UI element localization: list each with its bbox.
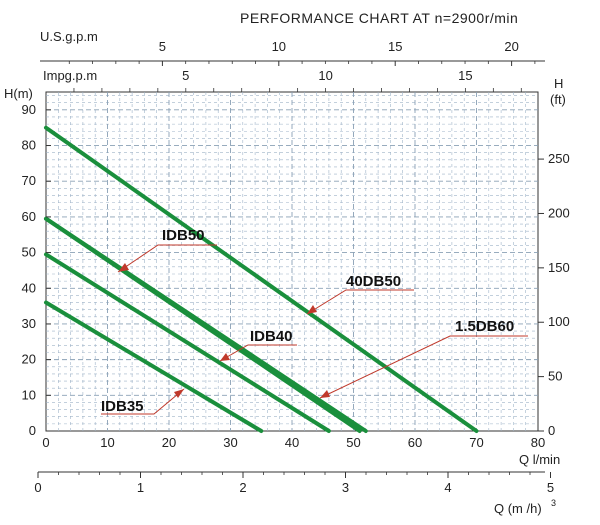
y-tick-label: 60 bbox=[22, 209, 36, 224]
x-tick-label: 70 bbox=[469, 435, 483, 450]
impgpm-axis-label: Impg.p.m bbox=[43, 68, 97, 83]
series-label-idb40: IDB40 bbox=[250, 328, 293, 345]
series-label-idb35: IDB35 bbox=[101, 398, 144, 415]
y-tick-label: 20 bbox=[22, 352, 36, 367]
chart-title: PERFORMANCE CHART AT n=2900r/min bbox=[240, 10, 518, 26]
x-tick-label: 40 bbox=[285, 435, 299, 450]
impgpm-tick-label: 5 bbox=[182, 68, 189, 83]
y-tick-label: 70 bbox=[22, 173, 36, 188]
series-label-idb50: IDB50 bbox=[162, 227, 205, 244]
usgpm-tick-label: 5 bbox=[159, 39, 166, 54]
x-tick-label: 10 bbox=[100, 435, 114, 450]
m3h-tick-label: 1 bbox=[137, 480, 144, 495]
x-tick-label: 20 bbox=[162, 435, 176, 450]
impgpm-axis: Impg.p.m 5 10 15 bbox=[43, 68, 522, 92]
y-right-tick-label: 100 bbox=[548, 314, 570, 329]
label-idb35: IDB35 bbox=[101, 388, 185, 415]
y-right-tick-label: 0 bbox=[548, 423, 555, 438]
y-right-tick-label: 200 bbox=[548, 205, 570, 220]
label-idb40: IDB40 bbox=[219, 328, 297, 362]
label-1-5db60: 1.5DB60 bbox=[319, 318, 528, 399]
x-tick-label: 50 bbox=[346, 435, 360, 450]
m3h-axis-label: Q (m /h) bbox=[494, 501, 542, 516]
series-line-1-5db60 bbox=[44, 216, 368, 433]
m3h-tick-label: 2 bbox=[239, 480, 246, 495]
usgpm-tick-label: 15 bbox=[388, 39, 402, 54]
y-right-tick-label: 250 bbox=[548, 151, 570, 166]
plot-area: 0 10 20 30 40 50 60 70 80 90 0 50 100 150 200 250 0 10 2… bbox=[22, 91, 570, 450]
m3h-tick-label: 5 bbox=[547, 480, 554, 495]
label-idb50: IDB50 bbox=[117, 227, 217, 273]
series-line-idb40 bbox=[44, 252, 331, 433]
series-line-idb35 bbox=[44, 300, 264, 433]
y-tick-label: 40 bbox=[22, 280, 36, 295]
m3h-axis-exponent: 3 bbox=[551, 498, 556, 508]
impgpm-tick-label: 10 bbox=[318, 68, 332, 83]
m3h-tick-label: 0 bbox=[34, 480, 41, 495]
usgpm-axis: U.S.g.p.m 5 10 15 20 bbox=[40, 29, 545, 66]
impgpm-tick-label: 15 bbox=[458, 68, 472, 83]
x-axis-label: Q l/min bbox=[519, 452, 560, 467]
y-tick-label: 10 bbox=[22, 387, 36, 402]
y-tick-label: 30 bbox=[22, 316, 36, 331]
usgpm-tick-label: 10 bbox=[272, 39, 286, 54]
right-axis-label-bottom: (ft) bbox=[550, 92, 566, 107]
y-tick-label: 80 bbox=[22, 138, 36, 153]
y-right-tick-label: 50 bbox=[548, 369, 562, 384]
series-label-1-5db60: 1.5DB60 bbox=[455, 318, 514, 335]
usgpm-tick-label: 20 bbox=[504, 39, 518, 54]
right-axis-label-top: H bbox=[554, 76, 563, 91]
y-tick-label: 90 bbox=[22, 102, 36, 117]
m3h-tick-label: 4 bbox=[444, 480, 451, 495]
y-tick-label: 0 bbox=[29, 423, 36, 438]
label-40db50: 40DB50 bbox=[306, 273, 414, 315]
y-right-tick-label: 150 bbox=[548, 260, 570, 275]
x-tick-label: 0 bbox=[42, 435, 49, 450]
m3h-axis: 0 1 2 3 4 5 Q (m /h) 3 bbox=[34, 471, 556, 516]
x-tick-label: 60 bbox=[408, 435, 422, 450]
x-tick-label: 80 bbox=[531, 435, 545, 450]
series-label-40db50: 40DB50 bbox=[346, 273, 401, 290]
series-annotations: IDB50 40DB50 IDB40 1.5DB60 IDB35 bbox=[101, 227, 528, 415]
usgpm-axis-label: U.S.g.p.m bbox=[40, 29, 98, 44]
y-axis-label: H(m) bbox=[4, 86, 33, 101]
m3h-tick-label: 3 bbox=[342, 480, 349, 495]
series-line-40db50 bbox=[44, 125, 479, 433]
y-tick-label: 50 bbox=[22, 245, 36, 260]
x-tick-label: 30 bbox=[223, 435, 237, 450]
